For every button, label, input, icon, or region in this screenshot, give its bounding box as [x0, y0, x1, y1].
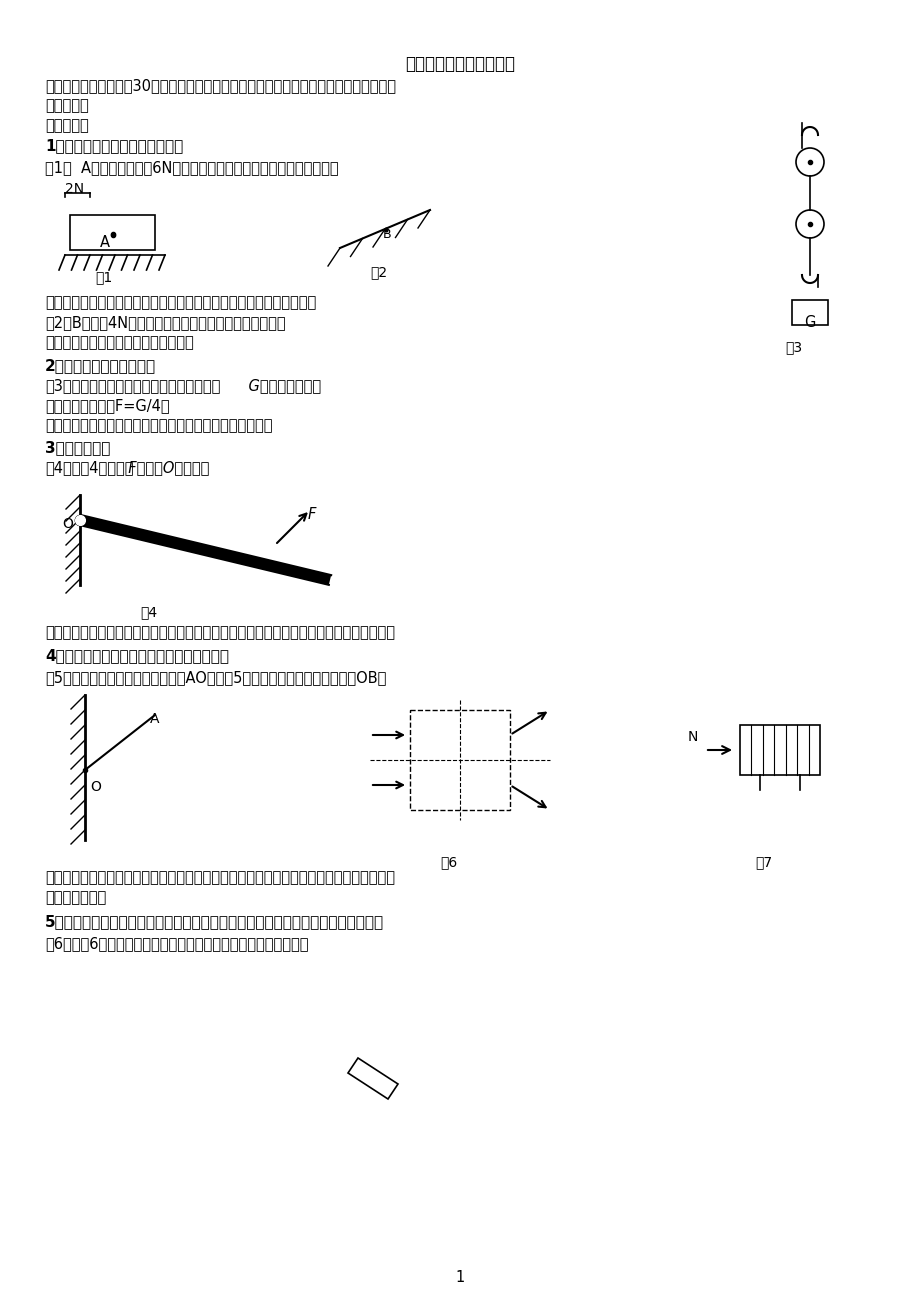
- Text: A: A: [100, 234, 110, 250]
- Text: 5．根据光的折射规律和光线，画出透镜的种类。（考试说明上没有，但去年考了）: 5．根据光的折射规律和光线，画出透镜的种类。（考试说明上没有，但去年考了）: [45, 914, 384, 930]
- Text: 图2: 图2: [369, 266, 387, 279]
- Text: 图1: 图1: [95, 270, 112, 284]
- Text: B: B: [382, 228, 391, 241]
- Text: 学生易错点分析：方向标错或不规范。: 学生易错点分析：方向标错或不规范。: [45, 335, 194, 350]
- Text: G: G: [803, 315, 815, 329]
- Text: O: O: [90, 780, 101, 794]
- Text: 实验探究题在中考中共30分，应该包括作图题、基本实验技能题、基本实验题和探究实验: 实验探究题在中考中共30分，应该包括作图题、基本实验技能题、基本实验题和探究实验: [45, 78, 395, 92]
- Text: 1．会作力的图示和力的示意图。: 1．会作力的图示和力的示意图。: [45, 138, 183, 154]
- Text: 例5．根据光的反射定律及入射光线AO，在图5中画出经过平面镜反射的光线OB。: 例5．根据光的反射定律及入射光线AO，在图5中画出经过平面镜反射的光线OB。: [45, 671, 386, 685]
- Text: 学生易错点分析：不会绕线，绕线不直，绕线不符合要求。: 学生易错点分析：不会绕线，绕线不直，绕线不符合要求。: [45, 418, 272, 434]
- Text: G，不计动滑轮重: G，不计动滑轮重: [45, 378, 321, 393]
- Text: 例2．B物体重4N，放在斜面上，画出所受重力的示意图。: 例2．B物体重4N，放在斜面上，画出所受重力的示意图。: [45, 315, 285, 329]
- Text: 图6: 图6: [439, 855, 457, 868]
- Text: 例3．用笔画线代替绕线，组装滑轮组。物重: 例3．用笔画线代替绕线，组装滑轮组。物重: [45, 378, 221, 393]
- Polygon shape: [79, 516, 331, 585]
- Text: 3．会画力臂。: 3．会画力臂。: [45, 440, 110, 454]
- Text: F对支点O的力臂。: F对支点O的力臂。: [45, 460, 210, 475]
- Text: 题四部分。: 题四部分。: [45, 98, 88, 113]
- Text: 2N: 2N: [65, 182, 84, 197]
- Text: 1: 1: [455, 1269, 464, 1285]
- Text: 和摩擦，要求拉力F=G/4。: 和摩擦，要求拉力F=G/4。: [45, 398, 169, 413]
- Text: 一、作图题: 一、作图题: [45, 118, 88, 133]
- Text: 射角严重不等。: 射角严重不等。: [45, 891, 106, 905]
- Text: 例4．在图4中画出力: 例4．在图4中画出力: [45, 460, 133, 475]
- Text: 2．会组装简单的滑轮组。: 2．会组装简单的滑轮组。: [45, 358, 156, 372]
- Text: 例1．  A物体所受重力为6N，按给出的标度，在图中画出重力的图示。: 例1． A物体所受重力为6N，按给出的标度，在图中画出重力的图示。: [45, 160, 338, 174]
- Text: 图3: 图3: [784, 340, 801, 354]
- Text: 4．会根据光的反射定律画光的反射光路图。: 4．会根据光的反射定律画光的反射光路图。: [45, 648, 229, 663]
- Text: 学生易错点分析：不画法线，法线不用虚线，反射光线不标方向，或方向标错，反射角与入: 学生易错点分析：不画法线，法线不用虚线，反射光线不标方向，或方向标错，反射角与入: [45, 870, 394, 885]
- Text: 例6．在图6中，根据入射光线和折射光线，在虚线框中画出透镜。: 例6．在图6中，根据入射光线和折射光线，在虚线框中画出透镜。: [45, 936, 308, 950]
- Text: 学生易错点分析：长度不准，不标方向，不标字符，力的方向不规范。: 学生易错点分析：长度不准，不标方向，不标字符，力的方向不规范。: [45, 296, 316, 310]
- Text: A: A: [150, 712, 159, 727]
- Text: 初中物理实验探究题例析: 初中物理实验探究题例析: [404, 55, 515, 73]
- Text: F: F: [308, 506, 316, 522]
- Text: 图7: 图7: [754, 855, 771, 868]
- Text: 学生易错点分析：画得不规范，不用虚线，力臂与力的作用线不垂直，不按要求标出力臂。: 学生易错点分析：画得不规范，不用虚线，力臂与力的作用线不垂直，不按要求标出力臂。: [45, 625, 394, 641]
- Text: O: O: [62, 517, 73, 531]
- Text: N: N: [687, 730, 698, 743]
- Text: 图4: 图4: [140, 605, 157, 618]
